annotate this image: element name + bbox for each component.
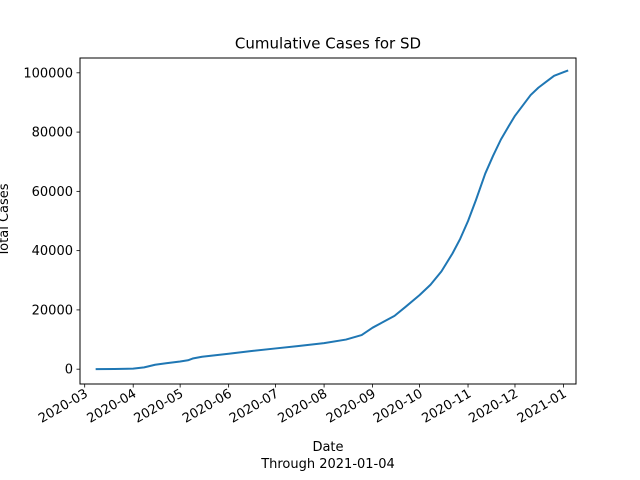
y-tick-label: 0	[65, 363, 73, 378]
axes-frame	[79, 57, 577, 385]
y-tick-label: 20000	[32, 303, 73, 318]
y-axis-ticks: 0 20000 40000 60000 80000 100000	[23, 66, 80, 378]
y-tick-label: 40000	[32, 244, 73, 259]
y-tick-label: 60000	[32, 185, 73, 200]
x-axis-sublabel: Through 2021-01-04	[260, 457, 395, 472]
y-tick-label: 80000	[32, 126, 73, 141]
x-axis-label: Date	[312, 440, 343, 455]
chart-title: Cumulative Cases for SD	[235, 35, 421, 53]
y-tick-label: 100000	[23, 66, 73, 81]
series-line	[95, 69, 569, 371]
y-axis-label: Total Cases	[0, 183, 12, 257]
